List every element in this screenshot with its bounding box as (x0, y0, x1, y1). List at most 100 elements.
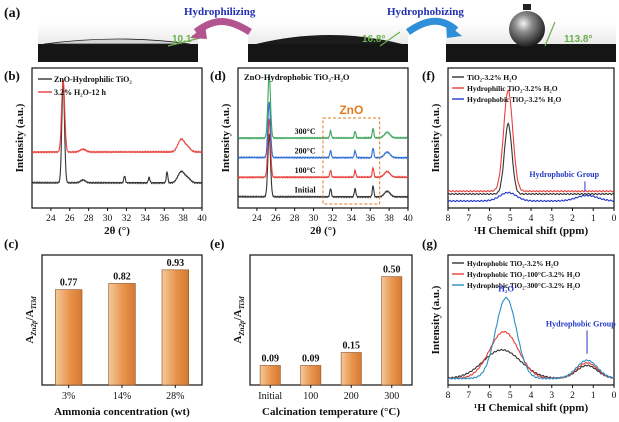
hydrophobizing-label: Hydrophobizing (387, 6, 464, 18)
hydrophilizing-label: Hydrophilizing (184, 6, 256, 18)
nmr-chart-f: 8 7 6 5 4 3 2 1 0 ¹H Chemical shift (ppm) Intensit… (430, 67, 617, 237)
zno-highlight-box (322, 117, 381, 205)
xrd-chart-b: 24 26 28 30 32 34 36 38 40 2θ (°) Intensity (a.u.)… (14, 67, 207, 237)
bar-c (55, 289, 83, 386)
y-axis-label: Intensity (a.u.) (220, 103, 232, 172)
x-axis-label: 2θ (°) (104, 225, 130, 237)
water-peak-label: H₂O (498, 283, 514, 293)
angle-label-left: 10.1° (172, 34, 195, 45)
x-tick-label: 8 (446, 391, 451, 401)
x-tick-label: 300 (384, 391, 399, 402)
hydrophobizing-arrow (405, 17, 459, 35)
bar-e (381, 276, 403, 386)
legend-label: Hydrophobic TiO₂-3.2% H₂O (467, 259, 559, 268)
x-tick-label: 38 (384, 214, 394, 224)
series-line (447, 330, 615, 380)
chart-e-frame (249, 254, 413, 386)
x-axis-label: 2θ (°) (310, 225, 336, 237)
x-tick-label: 26 (271, 214, 281, 224)
x-tick-label: 7 (466, 391, 471, 401)
hydrophobic-group-label: Hydrophobic Group (529, 170, 599, 179)
legend-label: TiO₂-3.2% H₂O (467, 73, 517, 82)
zno-label: ZnO (339, 103, 363, 117)
x-tick-label: 4 (529, 391, 534, 401)
x-tick-label: 6 (487, 391, 492, 401)
y-axis-label: AZn2p/ATi3d (24, 296, 38, 344)
x-tick-label: 28% (166, 391, 184, 402)
x-tick-label: 0 (612, 391, 617, 401)
x-tick-label: 7 (466, 214, 471, 224)
bar-value-label: 0.82 (113, 271, 131, 282)
x-tick-label: 30 (103, 214, 113, 224)
series-line (31, 82, 203, 185)
x-tick-label: 36 (365, 214, 375, 224)
x-tick-label: 32 (328, 214, 338, 224)
y-axis-label: AZn2p/ATi3d (232, 296, 246, 344)
hydrophilizing-arrow (193, 18, 252, 35)
x-tick-label: 3 (549, 214, 554, 224)
x-tick-label: 5 (508, 214, 513, 224)
x-tick-label: 2 (570, 214, 575, 224)
contact-angle-image-left (38, 22, 198, 62)
x-tick-label: 0 (612, 214, 617, 224)
bar-e (259, 365, 281, 386)
bar-chart-c: 0.77 3% 0.82 14% 0.93 28% Ammonia concentratio… (24, 254, 203, 418)
xrd-chart-d: 24 26 28 30 32 34 36 38 40 2θ (°) Intensity (a.u.)… (220, 67, 413, 237)
x-tick-label: 1 (591, 391, 596, 401)
series-line (447, 296, 615, 380)
x-tick-label: 200 (344, 391, 359, 402)
x-tick-label: 3% (62, 391, 75, 402)
bar-c (108, 283, 136, 386)
bar-value-label: 0.77 (60, 278, 78, 289)
x-tick-label: 1 (591, 214, 596, 224)
series-label: Initial (295, 186, 317, 195)
x-tick-label: 24 (46, 214, 56, 224)
x-tick-label: 36 (159, 214, 169, 224)
x-tick-label: 40 (197, 214, 207, 224)
legend-label: Hydrophobic TiO₂-3.2% H₂O (467, 95, 561, 104)
x-tick-label: 38 (178, 214, 188, 224)
x-tick-label: 3 (549, 391, 554, 401)
panel-label-d: (d) (210, 68, 226, 83)
series-line (447, 89, 614, 193)
legend-label: 3.2% H₂O-12 h (54, 88, 107, 97)
bar-value-label: 0.09 (302, 354, 320, 365)
x-tick-label: 6 (487, 214, 492, 224)
x-tick-label: 14% (113, 391, 131, 402)
bar-value-label: 0.50 (383, 265, 401, 276)
legend-label: Hydrophilic TiO₂-3.2% H₂O (467, 84, 558, 93)
x-tick-label: Initial (258, 391, 282, 402)
x-axis-label: Ammonia concentration (wt) (54, 406, 190, 418)
bar-e (340, 352, 362, 386)
nmr-chart-g: 8 7 6 5 4 3 2 1 0 ¹H Chemical shift (ppm) Intensit… (430, 254, 617, 414)
x-tick-label: 8 (446, 214, 451, 224)
x-tick-label: 24 (252, 214, 262, 224)
x-tick-label: 28 (84, 214, 94, 224)
x-axis-label: Calcination temperature (°C) (262, 406, 400, 418)
legend-label: Hydrophobic TiO₂-300°C-3.2% H₂O (467, 281, 581, 290)
series-line (31, 79, 203, 154)
y-axis-label: Intensity (a.u.) (430, 103, 442, 172)
bar-e (300, 365, 322, 386)
x-tick-label: 5 (508, 391, 513, 401)
legend-title: ZnO-Hydrophobic TiO₂-H₂O (244, 72, 350, 82)
contact-angle-image-middle (248, 22, 408, 62)
bar-value-label: 0.09 (262, 354, 280, 365)
bar-c (161, 269, 189, 386)
series-line (238, 74, 409, 140)
contact-angle-image-right (446, 4, 616, 62)
angle-label-middle: 16.8° (362, 34, 385, 45)
x-axis-label: ¹H Chemical shift (ppm) (474, 225, 589, 237)
panel-label-e: (e) (210, 236, 224, 251)
water-droplet (509, 11, 545, 47)
x-tick-label: 40 (403, 214, 413, 224)
hydrophobic-group-label: Hydrophobic Group (546, 320, 616, 329)
panel-label-g: (g) (422, 236, 437, 251)
x-tick-label: 100 (303, 391, 318, 402)
chart-b-frame (31, 67, 203, 209)
y-axis-label: Intensity (a.u.) (14, 103, 26, 172)
x-tick-label: 4 (529, 214, 534, 224)
x-tick-label: 34 (347, 214, 357, 224)
panel-label-c: (c) (4, 236, 18, 251)
